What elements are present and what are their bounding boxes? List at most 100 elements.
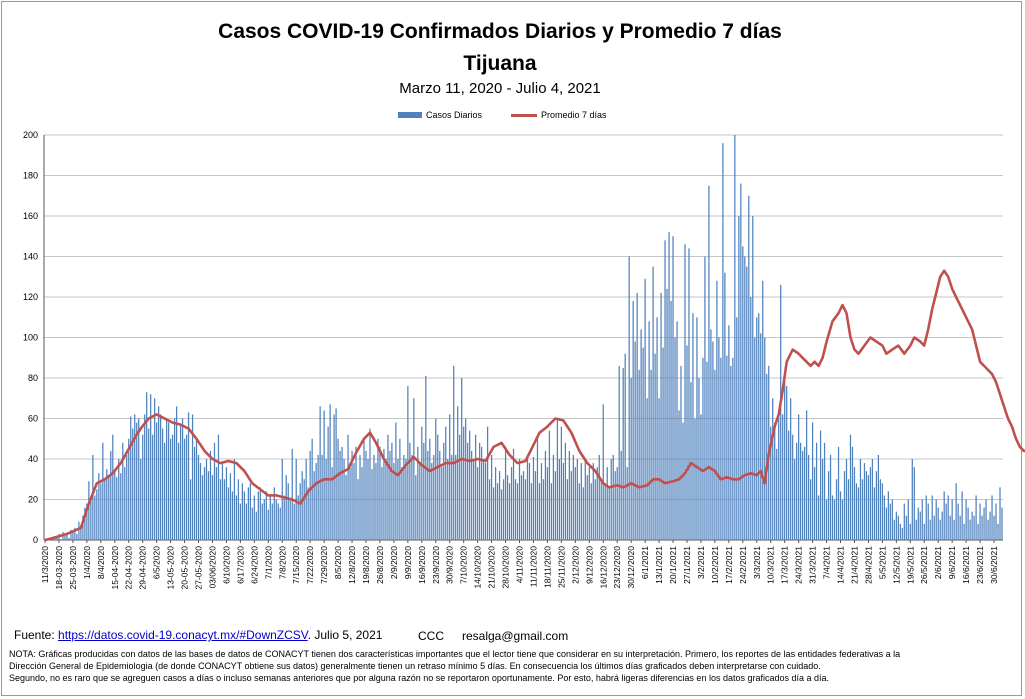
daily-case-bar bbox=[289, 499, 291, 540]
legend-item-daily-cases: Casos Diarios bbox=[398, 110, 482, 120]
daily-case-bar bbox=[502, 479, 505, 540]
daily-case-bar bbox=[843, 471, 846, 540]
daily-case-bar bbox=[179, 424, 182, 540]
daily-case-bar bbox=[664, 240, 666, 541]
daily-case-bar bbox=[122, 442, 124, 540]
daily-case-bar bbox=[941, 511, 943, 540]
daily-case-bar bbox=[550, 483, 553, 540]
daily-case-bar bbox=[588, 467, 590, 540]
daily-case-bar bbox=[351, 450, 353, 540]
x-tick-label: 6/24/2020 bbox=[249, 546, 259, 584]
daily-case-bar bbox=[104, 479, 106, 540]
daily-case-bar bbox=[213, 442, 216, 540]
daily-case-bar bbox=[887, 491, 889, 540]
y-tick-label: 40 bbox=[28, 454, 38, 464]
legend-label-rolling-avg: Promedio 7 días bbox=[541, 110, 607, 120]
daily-case-bar bbox=[257, 491, 259, 540]
daily-case-bar bbox=[744, 256, 746, 540]
daily-case-bar bbox=[652, 266, 654, 541]
daily-case-bar bbox=[947, 495, 949, 540]
daily-case-bar bbox=[504, 446, 507, 540]
daily-case-bar bbox=[935, 499, 937, 540]
x-tick-label: 3/3/2021 bbox=[752, 546, 762, 579]
x-tick-label: 6/10/2020 bbox=[221, 546, 231, 584]
daily-case-bar bbox=[526, 454, 529, 540]
daily-case-bar bbox=[134, 414, 136, 540]
x-tick-label: 26/8/2020 bbox=[375, 546, 385, 584]
daily-case-bar bbox=[778, 418, 780, 540]
daily-case-bar bbox=[710, 329, 712, 540]
daily-case-bar bbox=[297, 495, 299, 540]
x-tick-label: 7/29/2020 bbox=[319, 546, 329, 584]
daily-case-bar bbox=[712, 341, 714, 540]
daily-case-bar bbox=[999, 487, 1001, 540]
x-tick-label: 9/6/2021 bbox=[947, 546, 957, 579]
daily-case-bar bbox=[339, 450, 341, 540]
daily-case-bar bbox=[435, 418, 437, 540]
daily-case-bar bbox=[911, 459, 913, 540]
daily-case-bar bbox=[572, 454, 574, 540]
daily-case-bar bbox=[249, 483, 251, 540]
daily-case-bar bbox=[762, 280, 764, 540]
legend-label-daily-cases: Casos Diarios bbox=[426, 110, 483, 120]
daily-case-bar bbox=[728, 325, 730, 540]
daily-case-bar bbox=[389, 450, 391, 540]
daily-case-bar bbox=[431, 463, 433, 540]
daily-case-bar bbox=[554, 471, 557, 540]
daily-case-bar bbox=[154, 398, 156, 540]
daily-case-bar bbox=[367, 459, 369, 540]
source-link[interactable]: https://datos.covid-19.conacyt.mx/#DownZ… bbox=[58, 628, 308, 642]
daily-case-bar bbox=[447, 459, 449, 540]
daily-case-bar bbox=[921, 499, 923, 540]
x-tick-label: 7/1/2020 bbox=[263, 546, 273, 579]
daily-case-bar bbox=[166, 418, 168, 540]
daily-case-bar bbox=[516, 483, 519, 540]
author-email: resalga@gmail.com bbox=[462, 629, 569, 643]
daily-case-bar bbox=[859, 459, 862, 540]
note-line-1: NOTA: Gráficas producidas con datos de l… bbox=[9, 649, 901, 659]
daily-case-bar bbox=[794, 459, 796, 540]
daily-case-bar bbox=[718, 337, 720, 540]
daily-case-bar bbox=[756, 317, 758, 540]
daily-case-bar bbox=[847, 479, 850, 540]
x-tick-label: 11/11/2020 bbox=[529, 546, 539, 588]
x-tick-label: 22-04-2020 bbox=[124, 546, 134, 590]
x-tick-label: 11/3/2020 bbox=[40, 546, 50, 583]
daily-case-bar bbox=[700, 414, 702, 540]
daily-case-bar bbox=[800, 442, 802, 540]
daily-case-bar bbox=[88, 481, 90, 540]
daily-case-bar bbox=[215, 467, 218, 540]
daily-case-bar bbox=[668, 232, 670, 540]
daily-case-bar bbox=[451, 454, 453, 540]
daily-case-bar bbox=[702, 357, 704, 540]
x-tick-label: 3/2/2021 bbox=[696, 546, 706, 579]
daily-case-bar bbox=[562, 463, 564, 540]
daily-case-bar bbox=[873, 487, 876, 540]
daily-case-bar bbox=[251, 507, 253, 540]
daily-case-bar bbox=[981, 515, 983, 540]
daily-case-bar bbox=[973, 515, 975, 540]
daily-case-bar bbox=[273, 487, 275, 540]
daily-case-bar bbox=[164, 442, 166, 540]
daily-case-bar bbox=[124, 467, 126, 540]
daily-case-bar bbox=[160, 414, 162, 540]
daily-case-bar bbox=[748, 195, 750, 540]
daily-case-bar bbox=[500, 489, 503, 541]
daily-case-bar bbox=[223, 479, 226, 540]
daily-case-bar bbox=[772, 398, 774, 540]
daily-case-bar bbox=[853, 467, 856, 540]
daily-case-bar bbox=[72, 531, 74, 540]
daily-case-bar bbox=[459, 434, 461, 540]
daily-case-bar bbox=[425, 375, 427, 540]
daily-case-bar bbox=[676, 321, 678, 540]
daily-case-bar bbox=[463, 426, 465, 540]
daily-case-bar bbox=[142, 434, 144, 540]
y-tick-label: 180 bbox=[23, 171, 38, 181]
daily-case-bar bbox=[217, 434, 220, 540]
daily-case-bar bbox=[825, 499, 828, 540]
daily-case-bar bbox=[74, 527, 76, 540]
daily-case-bar bbox=[596, 467, 598, 540]
x-tick-label: 19/8/2020 bbox=[361, 546, 371, 584]
daily-case-bar bbox=[263, 499, 265, 540]
legend-swatch-line bbox=[511, 113, 537, 117]
